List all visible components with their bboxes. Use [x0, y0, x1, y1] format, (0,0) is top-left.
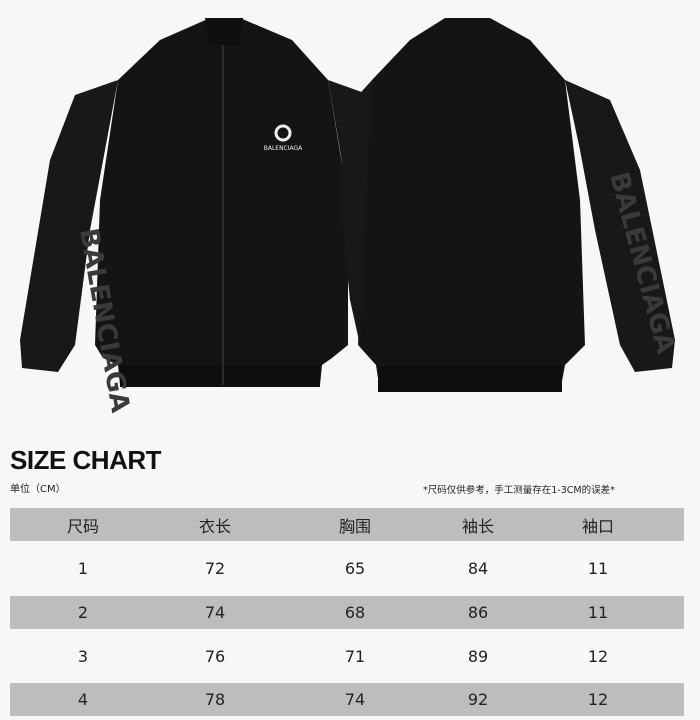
table-header: 尺码 衣长 胸围 袖长 袖口: [10, 508, 684, 541]
cell: 68: [344, 603, 366, 622]
cell: 76: [204, 647, 226, 666]
cell: 78: [204, 690, 226, 709]
cell: 71: [344, 647, 366, 666]
cell: 74: [204, 603, 226, 622]
size-note: *尺码仅供参考，手工测量存在1-3CM的误差*: [423, 485, 615, 496]
product-image: BALENCIAGA BALENCIAGA BALENCIAGA: [20, 18, 680, 415]
table-row: 1 72 65 84 11: [10, 552, 684, 585]
header-cell: 胸围: [338, 516, 372, 536]
header-cell: 袖口: [581, 516, 615, 536]
cell: 65: [344, 559, 366, 578]
cell: 4: [77, 690, 89, 709]
cell: 74: [344, 690, 366, 709]
cell: 1: [77, 559, 89, 578]
cell: 11: [587, 559, 609, 578]
size-chart-title: SIZE CHART: [10, 445, 162, 475]
cell: 12: [587, 647, 609, 666]
cell: 2: [77, 603, 89, 622]
cell: 92: [467, 690, 489, 709]
cell: 3: [77, 647, 89, 666]
cell: 89: [467, 647, 489, 666]
table-row: 4 78 74 92 12: [10, 683, 684, 716]
header-cell: 袖长: [461, 516, 495, 536]
header-cell: 尺码: [66, 516, 100, 536]
brand-logo: BALENCIAGA: [264, 124, 303, 152]
table-row: 3 76 71 89 12: [10, 640, 684, 673]
cell: 86: [467, 603, 489, 622]
cell: 72: [204, 559, 226, 578]
jacket-back: BALENCIAGA: [340, 18, 680, 392]
cell: 12: [587, 690, 609, 709]
header-cell: 衣长: [198, 516, 232, 536]
cell: 11: [587, 603, 609, 622]
table-row: 2 74 68 86 11: [10, 596, 684, 629]
unit-label: 单位（CM）: [10, 484, 66, 495]
cell: 84: [467, 559, 489, 578]
svg-text:BALENCIAGA: BALENCIAGA: [264, 145, 303, 152]
